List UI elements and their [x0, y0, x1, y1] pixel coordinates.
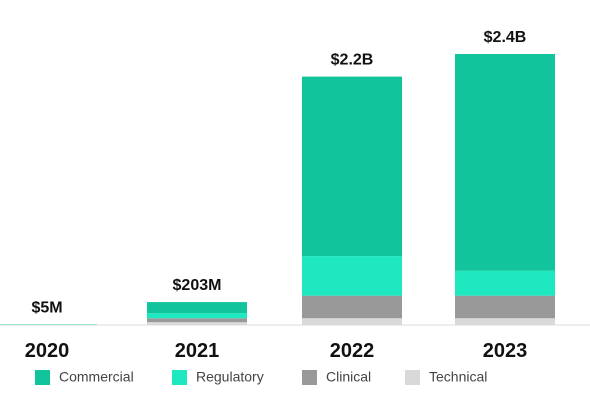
bar-segment: [302, 295, 402, 319]
x-tick-label: 2023: [483, 340, 528, 362]
x-tick-label: 2022: [330, 340, 375, 362]
bar-segment: [147, 302, 247, 314]
bar-segment: [455, 270, 555, 296]
x-tick-label: 2020: [25, 340, 70, 362]
legend-swatch: [35, 370, 50, 385]
bar-segment: [147, 313, 247, 319]
bar-segment: [455, 318, 555, 325]
legend-swatch: [172, 370, 187, 385]
legend-label: Regulatory: [196, 369, 264, 385]
legend-label: Technical: [429, 369, 487, 385]
bar-segment: [455, 54, 555, 271]
legend-swatch: [302, 370, 317, 385]
total-label: $2.4B: [484, 29, 527, 46]
bar-segment: [147, 322, 247, 325]
legend-label: Commercial: [59, 369, 134, 385]
legend-label: Clinical: [326, 369, 371, 385]
bar-segment: [302, 318, 402, 325]
bar-segment: [147, 318, 247, 323]
total-label: $2.2B: [331, 52, 374, 69]
total-label: $203M: [173, 277, 222, 294]
total-label: $5M: [31, 299, 62, 316]
x-tick-label: 2021: [175, 340, 220, 362]
bar-segment: [302, 76, 402, 257]
bar-segment: [302, 256, 402, 296]
legend-swatch: [405, 370, 420, 385]
bar-segment: [455, 295, 555, 319]
